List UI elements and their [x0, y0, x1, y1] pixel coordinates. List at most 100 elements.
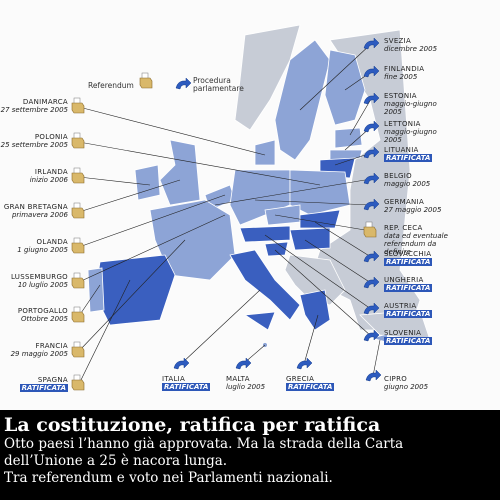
ballot-box: [363, 226, 377, 238]
country-status: 1 giugno 2005: [17, 246, 68, 254]
arrow-icon: [363, 65, 380, 78]
country-status: RATIFICATA: [384, 284, 452, 292]
leader-line: [78, 279, 131, 385]
arrow-icon: [363, 172, 380, 185]
ratified-badge: RATIFICATA: [384, 337, 433, 345]
country-label: ESTONIA maggio-giugno 2005: [384, 92, 452, 116]
country-name: IRLANDA: [34, 168, 68, 176]
country-status: RATIFICATA: [19, 384, 68, 392]
leader-line: [274, 214, 372, 232]
country-status: RATIFICATA: [384, 337, 452, 345]
country-status: maggio-giugno 2005: [384, 128, 437, 144]
ballot-icon: [71, 132, 85, 149]
country-label: UNGHERIA RATIFICATA: [384, 276, 452, 292]
country-label: SLOVACCHIA RATIFICATA: [384, 250, 452, 266]
country-name: LUSSEMBURGO: [10, 273, 68, 281]
ballot-box: [71, 277, 85, 289]
leader-line: [299, 43, 372, 111]
country-status: RATIFICATA: [384, 154, 452, 162]
leader-line: [274, 249, 372, 337]
ballot-box: [71, 172, 85, 184]
caption: La costituzione, ratifica per ratifica O…: [0, 410, 500, 500]
arrow-icon: [363, 276, 380, 289]
map: [71, 25, 430, 391]
leader-line: [78, 141, 321, 186]
leader-line: [78, 239, 186, 352]
leader-line: [214, 178, 372, 206]
country-name: PORTOGALLO: [17, 307, 68, 315]
country-label: BELGIO maggio 2005: [384, 172, 452, 188]
leader-line: [180, 289, 261, 365]
ratified-badge: RATIFICATA: [162, 383, 211, 391]
arrow-icon: [235, 357, 252, 370]
country-label: SVEZIA dicembre 2005: [384, 37, 452, 53]
ballot-icon: [71, 374, 85, 391]
country-name: ITALIA: [162, 375, 186, 383]
leader-line: [78, 284, 101, 317]
arrow-icon: [296, 357, 313, 370]
country-name: FINLANDIA: [384, 65, 425, 73]
country-status: RATIFICATA: [162, 383, 230, 391]
ratified-badge: RATIFICATA: [384, 284, 433, 292]
ballot-box: [71, 242, 85, 254]
country-name: BELGIO: [384, 172, 412, 180]
country-label: POLONIA 25 settembre 2005: [1, 133, 68, 149]
country-label: FRANCIA 29 maggio 2005: [11, 342, 68, 358]
arrow-icon: [363, 329, 380, 342]
country-name: LETTONIA: [384, 120, 421, 128]
country-name: GERMANIA: [384, 198, 425, 206]
leader-line: [314, 221, 372, 258]
leader-line: [78, 194, 226, 248]
country-label: MALTA luglio 2005: [226, 375, 294, 391]
arrow-icon: [363, 250, 380, 263]
caption-line: dell’Unione a 25 è nacora lunga.: [4, 453, 228, 469]
country-label: GRAN BRETAGNA primavera 2006: [4, 203, 68, 219]
arrow-icon: [363, 146, 380, 159]
country-status: Ottobre 2005: [21, 315, 68, 323]
ratified-badge: RATIFICATA: [19, 384, 68, 392]
country-name: REP. CECA: [384, 224, 423, 232]
ballot-box: [71, 346, 85, 358]
arrow-icon: [365, 369, 382, 382]
country-label: LUSSEMBURGO 10 luglio 2005: [11, 273, 68, 289]
country-status: maggio-giugno 2005: [384, 100, 437, 116]
country-name: GRAN BRETAGNA: [3, 203, 68, 211]
country-name: FRANCIA: [35, 342, 68, 350]
arrow-icon: [175, 77, 192, 90]
country-status: 25 settembre 2005: [0, 141, 68, 149]
ballot-box: [71, 102, 85, 114]
country-name: POLONIA: [34, 133, 68, 141]
country-name: SPAGNA: [37, 376, 68, 384]
country-status: 27 maggio 2005: [384, 206, 442, 214]
country-name: LITUANIA: [384, 146, 419, 154]
country-name: SLOVENIA: [384, 329, 422, 337]
ballot-icon: [71, 306, 85, 323]
country-label: LETTONIA maggio-giugno 2005: [384, 120, 452, 144]
country-name: CIPRO: [384, 375, 408, 383]
country-label: OLANDA 1 giugno 2005: [17, 238, 68, 254]
caption-line: Tra referendum e voto nei Parlamenti naz…: [4, 470, 333, 486]
country-label: IRLANDA inizio 2006: [30, 168, 68, 184]
country-status: 29 maggio 2005: [10, 350, 68, 358]
country-label: AUSTRIA RATIFICATA: [384, 302, 452, 318]
country-label: CIPRO giugno 2005: [384, 375, 452, 391]
ballot-box: [139, 77, 153, 89]
ballot-icon: [71, 167, 85, 184]
country-name: SVEZIA: [384, 37, 412, 45]
ballot-icon: [71, 237, 85, 254]
ratified-badge: RATIFICATA: [384, 310, 433, 318]
ballot-icon: [71, 341, 85, 358]
ballot-box: [71, 379, 85, 391]
caption-title: La costituzione, ratifica per ratifica: [4, 414, 381, 436]
country-label: ITALIA RATIFICATA: [162, 375, 230, 391]
leader-line: [78, 176, 151, 186]
country-name: SLOVACCHIA: [384, 250, 432, 258]
country-status: luglio 2005: [226, 383, 266, 391]
country-name: OLANDA: [36, 238, 68, 246]
country-name: AUSTRIA: [384, 302, 417, 310]
country-status: giugno 2005: [384, 383, 429, 391]
country-status: primavera 2006: [11, 211, 68, 219]
ballot-icon: [71, 272, 85, 289]
arrow-icon: [173, 357, 190, 370]
